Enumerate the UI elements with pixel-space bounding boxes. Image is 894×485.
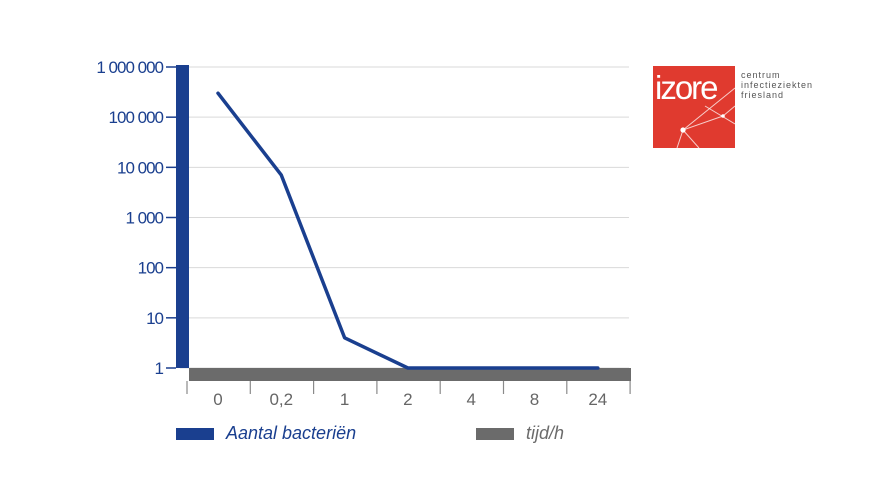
x-tick-label: 4 (466, 390, 475, 409)
series-line (216, 91, 600, 370)
logo-caption-line-1: centrum (741, 70, 781, 80)
legend-label-series: Aantal bacteriën (226, 423, 357, 443)
y-axis-ticks: 1 000 000 100 000 10 000 1 000 100 10 1 (96, 58, 176, 378)
y-tick-label: 1 000 000 (96, 58, 163, 77)
x-tick-label: 24 (588, 390, 607, 409)
y-tick-label: 1 000 (125, 209, 163, 228)
series-lines (216, 91, 600, 370)
legend-swatch-time (476, 427, 514, 440)
legend-item-series: Aantal bacteriën (176, 423, 356, 444)
x-tick-label: 2 (403, 390, 412, 409)
x-tick-label: 8 (530, 390, 539, 409)
y-tick-label: 100 000 (109, 108, 164, 127)
izore-logo: izore (653, 66, 735, 148)
y-axis-bar (176, 65, 189, 368)
x-axis-bar (189, 368, 631, 381)
legend-item-time: tijd/h (476, 423, 564, 444)
y-tick-label: 10 000 (117, 158, 164, 177)
logo-caption: centrum infectieziekten friesland (741, 70, 813, 100)
logo-wordmark: izore (655, 69, 717, 106)
y-tick-label: 10 (146, 309, 163, 328)
x-axis-ticks: 0 0,2 1 2 4 8 24 (186, 381, 631, 409)
x-tick-label: 0 (213, 390, 222, 409)
legend-label-time: tijd/h (526, 423, 565, 443)
gridlines (180, 66, 629, 369)
logo-caption-line-3: friesland (741, 90, 785, 100)
x-tick-label: 1 (340, 390, 349, 409)
logo-mark-icon: izore (653, 66, 735, 148)
x-tick-label: 0,2 (269, 390, 293, 409)
logo-caption-line-2: infectieziekten (741, 80, 814, 90)
y-tick-label: 1 (155, 359, 164, 378)
y-tick-label: 100 (138, 259, 164, 278)
legend-swatch-series (176, 427, 214, 440)
